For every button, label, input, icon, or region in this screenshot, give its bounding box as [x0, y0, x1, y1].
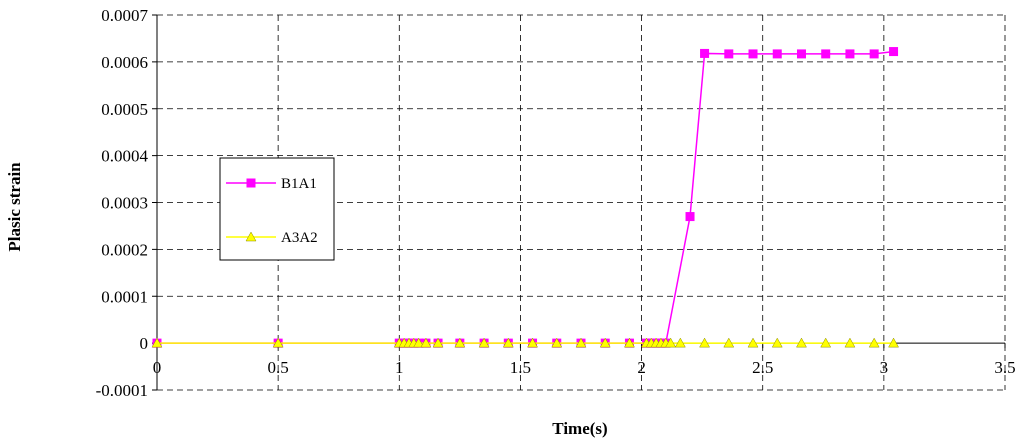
data-point — [575, 337, 587, 348]
x-tick-label: 1.5 — [510, 358, 531, 377]
series-area — [151, 47, 899, 348]
data-point — [868, 337, 880, 348]
data-point — [820, 337, 832, 348]
series-a3a2 — [151, 337, 899, 348]
data-point — [724, 49, 734, 59]
data-point — [551, 337, 563, 348]
legend-label: A3A2 — [281, 230, 318, 246]
y-tick-label: -0.0001 — [96, 381, 148, 400]
data-point — [844, 337, 856, 348]
legend: B1A1 A3A2 — [219, 157, 335, 261]
data-point — [796, 49, 806, 59]
data-point — [599, 337, 611, 348]
y-tick-label: 0.0007 — [101, 6, 148, 25]
data-point — [889, 47, 899, 57]
y-tick-label: 0.0006 — [101, 53, 148, 72]
data-point — [699, 337, 710, 348]
data-point — [502, 337, 514, 348]
x-tick-label: 0 — [153, 358, 162, 377]
y-tick-label: 0.0001 — [101, 287, 148, 306]
legend-label: B1A1 — [281, 176, 317, 192]
data-point — [772, 49, 782, 59]
x-tick-label: 2 — [637, 358, 646, 377]
data-point — [888, 337, 899, 348]
y-tick-label: 0.0004 — [101, 147, 148, 166]
data-point — [527, 337, 538, 348]
x-tick-label: 3.5 — [994, 358, 1015, 377]
y-tick-label: 0.0005 — [101, 100, 148, 119]
x-tick-label: 2.5 — [752, 358, 773, 377]
y-axis-label: Plasic strain — [5, 162, 24, 252]
x-axis-label: Time(s) — [552, 419, 607, 438]
data-point — [272, 337, 284, 348]
data-point — [413, 337, 425, 348]
y-tick-label: 0.0003 — [101, 194, 148, 213]
data-point — [869, 49, 879, 59]
data-point — [700, 48, 710, 58]
data-point — [685, 212, 695, 222]
data-point — [747, 337, 759, 348]
x-tick-label: 0.5 — [268, 358, 289, 377]
data-point — [454, 337, 466, 348]
data-point — [478, 337, 490, 348]
data-point — [771, 337, 783, 348]
data-point — [748, 49, 758, 59]
data-point — [845, 49, 855, 59]
data-point — [665, 337, 677, 348]
data-point — [151, 337, 163, 348]
data-point — [420, 337, 432, 348]
data-point — [432, 337, 444, 348]
y-tick-label: 0 — [140, 334, 149, 353]
legend-marker — [245, 231, 257, 242]
data-point — [796, 337, 807, 348]
legend-marker — [246, 178, 256, 188]
x-tick-label: 1 — [395, 358, 404, 377]
x-tick-label: 3 — [880, 358, 889, 377]
data-point — [821, 49, 831, 59]
legend-box — [219, 157, 335, 261]
y-tick-label: 0.0002 — [101, 240, 148, 259]
axes: -0.0001 0 0.0001 0.0002 0.0003 0.0004 0.0005 0.… — [96, 6, 1016, 400]
data-point — [723, 337, 735, 348]
data-point — [674, 337, 686, 348]
data-point — [624, 337, 635, 348]
